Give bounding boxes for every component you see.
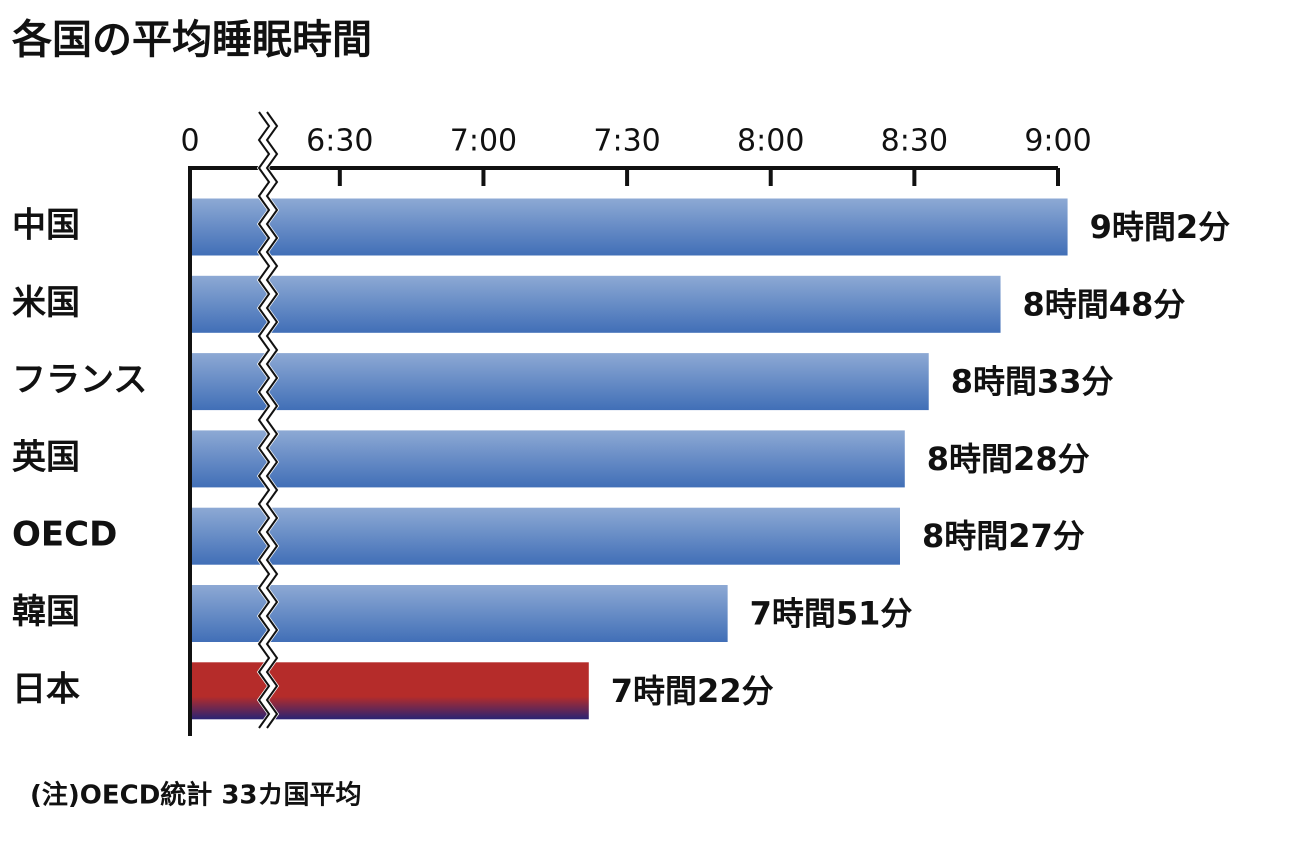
x-tick-label: 6:30 — [306, 124, 373, 159]
x-tick-label: 8:00 — [737, 124, 804, 159]
bar — [190, 275, 1001, 333]
axis-break — [256, 109, 280, 731]
category-label: OECD — [12, 515, 117, 555]
category-label: 中国 — [12, 206, 80, 246]
chart-title: 各国の平均睡眠時間 — [12, 17, 372, 63]
category-label: 日本 — [12, 669, 80, 709]
value-label: 8時間27分 — [922, 517, 1085, 555]
value-label: 7時間22分 — [611, 672, 774, 710]
axis-break-edge — [265, 111, 279, 729]
category-label: 米国 — [12, 283, 80, 323]
bar — [190, 507, 900, 565]
axis-break-edge — [257, 111, 271, 729]
x-tick-label: 7:00 — [450, 124, 517, 159]
x-tick-label: 9:00 — [1024, 124, 1091, 159]
value-label: 9時間2分 — [1090, 208, 1231, 246]
x-tick-label: 7:30 — [593, 124, 660, 159]
value-label: 8時間28分 — [927, 440, 1090, 478]
category-label: 英国 — [12, 437, 80, 477]
bar — [190, 585, 728, 642]
category-label: フランス — [12, 360, 147, 400]
value-label: 7時間51分 — [750, 595, 913, 633]
bar — [190, 198, 1068, 256]
chart-note: (注)OECD統計 33カ国平均 — [30, 780, 362, 811]
value-label: 8時間48分 — [1023, 285, 1186, 323]
bar — [190, 662, 589, 720]
category-label: 韓国 — [12, 592, 80, 632]
bar — [190, 430, 905, 488]
bar — [190, 353, 929, 411]
x-tick-label: 0 — [180, 124, 199, 159]
x-tick-label: 8:30 — [881, 124, 948, 159]
value-label: 8時間33分 — [951, 363, 1114, 401]
